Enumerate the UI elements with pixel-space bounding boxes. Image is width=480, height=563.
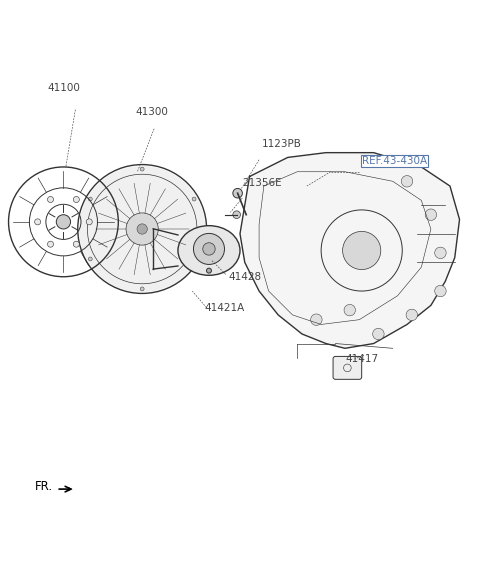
Circle shape xyxy=(79,166,205,292)
Circle shape xyxy=(435,285,446,297)
Circle shape xyxy=(73,196,79,203)
Circle shape xyxy=(344,305,356,316)
Circle shape xyxy=(192,257,196,261)
Circle shape xyxy=(88,257,92,261)
Circle shape xyxy=(206,268,212,273)
Circle shape xyxy=(233,211,240,218)
Circle shape xyxy=(137,224,147,234)
Ellipse shape xyxy=(178,226,240,275)
Circle shape xyxy=(311,314,322,325)
Circle shape xyxy=(233,189,242,198)
Circle shape xyxy=(48,241,54,247)
Text: 41417: 41417 xyxy=(345,354,378,364)
FancyBboxPatch shape xyxy=(333,356,362,379)
Circle shape xyxy=(88,197,92,201)
Text: 21356E: 21356E xyxy=(242,178,282,189)
Text: 41421A: 41421A xyxy=(204,303,244,313)
Text: 41100: 41100 xyxy=(47,83,80,93)
Text: 41428: 41428 xyxy=(228,272,261,282)
Circle shape xyxy=(126,213,158,245)
Circle shape xyxy=(372,328,384,339)
Circle shape xyxy=(48,196,54,203)
Circle shape xyxy=(343,231,381,270)
Circle shape xyxy=(192,197,196,201)
Circle shape xyxy=(35,219,41,225)
Polygon shape xyxy=(240,153,459,348)
Circle shape xyxy=(56,215,71,229)
Circle shape xyxy=(406,309,418,321)
Circle shape xyxy=(425,209,437,221)
Circle shape xyxy=(203,243,215,255)
FancyArrowPatch shape xyxy=(58,487,72,491)
Text: 41300: 41300 xyxy=(135,107,168,117)
Circle shape xyxy=(193,234,225,265)
Text: FR.: FR. xyxy=(35,480,53,493)
Circle shape xyxy=(73,241,79,247)
Circle shape xyxy=(86,219,92,225)
Text: REF.43-430A: REF.43-430A xyxy=(362,156,427,166)
Circle shape xyxy=(401,176,413,187)
Circle shape xyxy=(140,167,144,171)
Text: 1123PB: 1123PB xyxy=(262,139,301,149)
Circle shape xyxy=(140,287,144,291)
Circle shape xyxy=(435,247,446,258)
